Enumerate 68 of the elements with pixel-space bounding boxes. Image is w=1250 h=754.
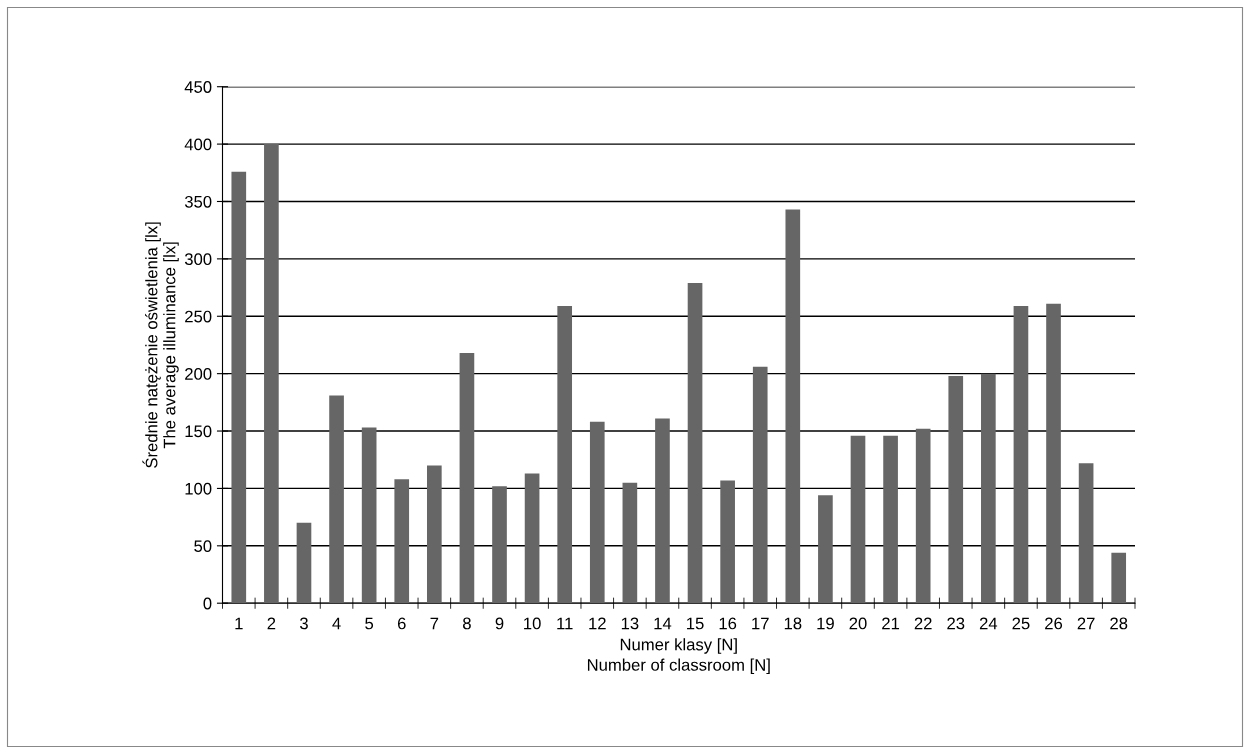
x-tick-label: 15 <box>687 617 704 630</box>
bar <box>818 495 833 604</box>
x-tick-label: 7 <box>430 617 439 630</box>
x-tick-label: 1 <box>235 617 243 630</box>
x-tick-label: 11 <box>557 617 573 630</box>
x-tick-label: 23 <box>947 617 965 630</box>
x-tick-label: 18 <box>784 617 802 630</box>
bar <box>329 395 344 604</box>
x-tick-label: 14 <box>654 617 672 630</box>
x-tick-label: 4 <box>332 617 341 630</box>
x-tick-label: 28 <box>1110 617 1128 630</box>
bar <box>296 522 312 604</box>
bar <box>883 435 898 604</box>
bar <box>492 486 507 604</box>
y-tick-label: 100 <box>185 482 212 495</box>
x-tick-label: 3 <box>299 617 308 630</box>
bar <box>948 375 964 604</box>
x-tick-label: 13 <box>621 617 639 630</box>
bar <box>427 465 442 604</box>
x-tick-label: 2 <box>267 617 276 630</box>
y-tick-label: 50 <box>194 540 212 553</box>
x-tick-label: 8 <box>463 617 471 630</box>
x-tick-label: 16 <box>719 617 737 630</box>
bar <box>655 418 670 604</box>
x-tick-label: 27 <box>1077 617 1095 630</box>
x-tick-label: 9 <box>495 617 504 630</box>
y-tick-label: 350 <box>184 195 212 208</box>
bar <box>524 473 540 604</box>
y-tick-label: 200 <box>185 368 212 380</box>
bar <box>1111 552 1127 604</box>
bar <box>589 421 605 604</box>
x-tick-label: 12 <box>589 617 606 630</box>
x-tick-label: 20 <box>849 617 867 630</box>
x-tick-label: 21 <box>882 617 900 630</box>
y-tick-label: 400 <box>184 138 212 151</box>
bar <box>981 373 996 604</box>
bar <box>1046 303 1061 604</box>
bar <box>720 480 735 604</box>
bar <box>785 209 801 604</box>
bar <box>622 482 638 604</box>
x-tick-label: 5 <box>365 617 374 630</box>
bar <box>687 282 703 604</box>
x-axis-title: Numer klasy [N] Number of classroom [N] <box>587 638 770 675</box>
x-tick-label: 25 <box>1012 617 1030 630</box>
bar <box>231 171 247 604</box>
bar <box>915 428 931 604</box>
y-tick-label: 0 <box>203 597 212 610</box>
y-tick-label: 450 <box>184 81 212 93</box>
y-axis-title: Średnie natężenie oświetlenia [lx] The average illuminance [lx] <box>142 222 179 468</box>
bar <box>361 427 377 604</box>
x-tick-label: 26 <box>1045 617 1063 630</box>
y-tick-label: 150 <box>185 425 212 438</box>
y-tick-label: 250 <box>185 310 212 323</box>
bar <box>850 435 866 604</box>
x-tick-label: 19 <box>817 617 834 630</box>
bar <box>1078 463 1094 604</box>
y-tick-label: 300 <box>184 253 212 266</box>
x-tick-label: 10 <box>524 617 541 630</box>
bar <box>459 352 475 604</box>
bar <box>1013 305 1029 604</box>
bar <box>264 144 279 604</box>
x-tick-label: 6 <box>397 617 406 630</box>
bar <box>752 366 768 604</box>
bar <box>394 479 410 604</box>
x-tick-label: 22 <box>914 617 932 630</box>
x-tick-label: 17 <box>752 617 769 630</box>
x-tick-label: 24 <box>979 617 998 630</box>
bar <box>557 305 573 604</box>
